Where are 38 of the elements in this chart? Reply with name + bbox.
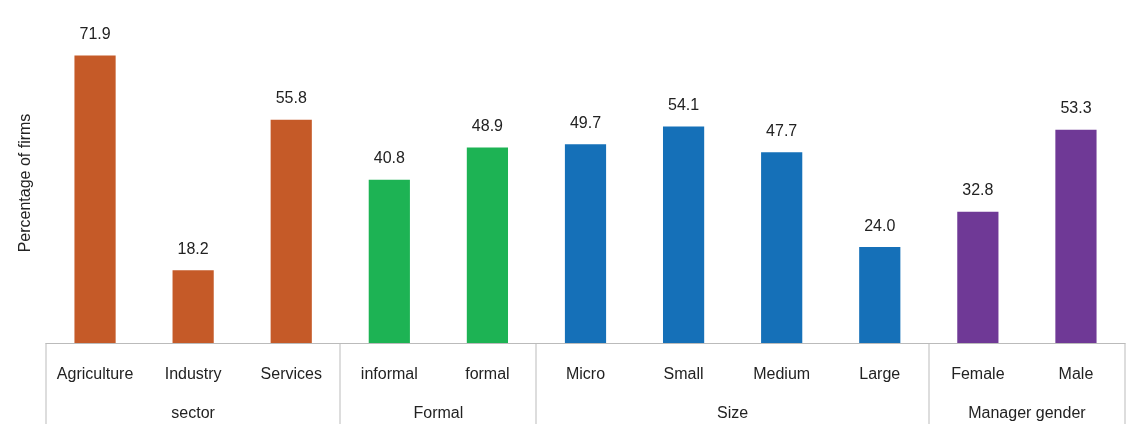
data-label: 32.8: [962, 181, 994, 199]
bar: [957, 211, 999, 343]
x-tick-label: Medium: [753, 364, 811, 382]
x-tick-label: Small: [663, 364, 704, 382]
bar: [859, 247, 901, 343]
x-tick-label: formal: [465, 364, 510, 382]
data-label: 48.9: [471, 116, 504, 134]
data-label: 55.8: [275, 89, 307, 107]
data-label: 18.2: [177, 239, 209, 257]
bar: [368, 179, 410, 343]
x-tick-label: Large: [859, 364, 901, 382]
y-axis-title: Percentage of firms: [15, 113, 33, 253]
bar: [74, 55, 116, 343]
data-label: 47.7: [766, 121, 798, 139]
bar: [662, 126, 705, 343]
text: Manager gender: [968, 403, 1087, 421]
data-label: 40.8: [373, 149, 405, 167]
x-tick-label: Male: [1058, 364, 1094, 382]
bar: [1055, 129, 1097, 343]
text: Size: [717, 403, 749, 421]
data-label: 53.3: [1060, 99, 1092, 117]
bar: [466, 147, 509, 343]
bar: [172, 270, 214, 343]
bar: [564, 144, 607, 343]
x-tick-label: Female: [951, 364, 1005, 382]
text: Formal: [413, 403, 464, 421]
x-tick-label: Industry: [164, 364, 222, 382]
data-label: 24.0: [864, 216, 896, 234]
data-label: 49.7: [569, 113, 602, 131]
text: sector: [171, 403, 216, 421]
data-label: 71.9: [79, 24, 111, 42]
bar: [270, 119, 312, 343]
x-tick-label: Micro: [565, 364, 606, 382]
bar: [761, 152, 803, 343]
x-tick-label: Agriculture: [56, 364, 134, 382]
x-tick-label: Services: [260, 364, 322, 382]
data-label: 54.1: [668, 96, 700, 114]
x-tick-label: informal: [360, 364, 418, 382]
